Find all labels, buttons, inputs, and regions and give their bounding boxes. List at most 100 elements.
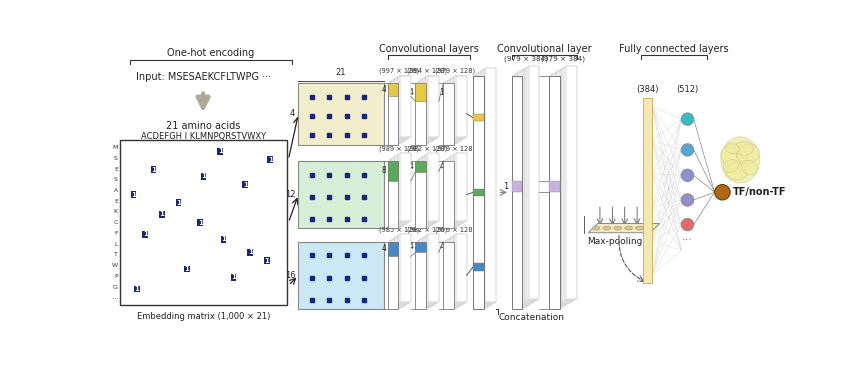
Text: 1: 1 bbox=[201, 173, 206, 179]
Bar bbox=[551, 75, 561, 308]
Bar bbox=[451, 237, 462, 305]
Bar bbox=[427, 235, 437, 303]
Bar bbox=[445, 160, 456, 228]
Bar bbox=[400, 75, 411, 137]
Bar bbox=[388, 83, 399, 144]
Bar bbox=[388, 161, 399, 228]
Text: 1: 1 bbox=[221, 236, 226, 242]
Bar bbox=[444, 161, 454, 228]
Text: (979 × 128): (979 × 128) bbox=[435, 67, 475, 74]
Text: 1: 1 bbox=[218, 149, 223, 154]
Bar bbox=[399, 235, 409, 303]
Bar bbox=[120, 140, 286, 306]
Text: Fully connected layers: Fully connected layers bbox=[619, 44, 728, 54]
Bar bbox=[446, 159, 457, 227]
Bar bbox=[525, 67, 536, 301]
Bar bbox=[423, 78, 434, 140]
Bar bbox=[428, 234, 439, 302]
Text: 4: 4 bbox=[409, 242, 414, 252]
Bar bbox=[422, 238, 433, 306]
Bar bbox=[394, 238, 405, 306]
Bar bbox=[559, 70, 570, 303]
Ellipse shape bbox=[734, 141, 754, 155]
Bar bbox=[394, 157, 405, 225]
Ellipse shape bbox=[721, 137, 760, 183]
Text: 4: 4 bbox=[439, 242, 445, 252]
Bar bbox=[456, 234, 467, 302]
Text: Convolutional layers: Convolutional layers bbox=[379, 44, 479, 54]
Text: Input: MSESAEKCFLTWPG ···: Input: MSESAEKCFLTWPG ··· bbox=[135, 72, 270, 82]
Bar bbox=[448, 158, 459, 226]
Bar bbox=[448, 80, 459, 142]
Text: A: A bbox=[114, 188, 118, 193]
Bar bbox=[445, 241, 456, 308]
Bar bbox=[512, 181, 523, 192]
Bar bbox=[478, 73, 488, 306]
Bar bbox=[556, 72, 566, 305]
Bar bbox=[428, 153, 439, 221]
Text: (982 × 128): (982 × 128) bbox=[407, 226, 447, 232]
Text: Max-pooling: Max-pooling bbox=[586, 237, 642, 246]
Text: One-hot encoding: One-hot encoding bbox=[167, 47, 254, 57]
Text: Convolutional layer: Convolutional layer bbox=[496, 44, 592, 54]
Bar bbox=[391, 81, 401, 143]
Text: 1: 1 bbox=[264, 258, 269, 264]
Text: (384): (384) bbox=[636, 85, 659, 95]
Bar bbox=[453, 155, 463, 223]
Bar bbox=[395, 237, 406, 305]
Bar bbox=[473, 264, 484, 271]
Bar bbox=[558, 70, 568, 304]
Text: 8: 8 bbox=[382, 166, 386, 175]
Text: 1: 1 bbox=[503, 182, 508, 191]
Bar bbox=[417, 241, 428, 308]
Text: E: E bbox=[114, 167, 118, 172]
Circle shape bbox=[682, 194, 694, 206]
Bar bbox=[446, 240, 457, 308]
Text: 4: 4 bbox=[409, 162, 414, 170]
Text: M: M bbox=[112, 145, 118, 150]
Bar bbox=[416, 161, 427, 172]
Text: C: C bbox=[114, 220, 118, 225]
Text: S: S bbox=[114, 177, 118, 182]
Text: S: S bbox=[114, 156, 118, 161]
Bar bbox=[418, 159, 429, 227]
Bar bbox=[423, 237, 434, 305]
Bar bbox=[450, 238, 461, 306]
Bar bbox=[420, 80, 431, 142]
Text: 1: 1 bbox=[176, 200, 181, 206]
Bar bbox=[391, 159, 401, 227]
Bar bbox=[418, 240, 429, 308]
Bar bbox=[513, 75, 524, 308]
Text: F: F bbox=[114, 231, 118, 236]
Text: (985 × 128): (985 × 128) bbox=[379, 226, 419, 232]
Bar bbox=[473, 75, 484, 309]
Text: K: K bbox=[114, 210, 118, 214]
Text: (994 × 128): (994 × 128) bbox=[407, 67, 447, 74]
Text: 1: 1 bbox=[143, 231, 148, 237]
Ellipse shape bbox=[625, 226, 632, 230]
Text: 1: 1 bbox=[247, 249, 252, 255]
Circle shape bbox=[682, 113, 694, 125]
Bar bbox=[517, 72, 528, 306]
Text: 1: 1 bbox=[131, 192, 136, 198]
Text: (979 × 128): (979 × 128) bbox=[435, 226, 475, 232]
Bar bbox=[456, 153, 467, 221]
Bar bbox=[392, 158, 403, 226]
Text: 4: 4 bbox=[381, 85, 386, 94]
Bar bbox=[395, 78, 406, 140]
Text: 1: 1 bbox=[243, 182, 247, 188]
Text: 21 amino acids: 21 amino acids bbox=[166, 121, 241, 131]
Bar bbox=[643, 98, 652, 283]
Text: 1: 1 bbox=[198, 220, 202, 226]
Ellipse shape bbox=[614, 226, 621, 230]
Bar bbox=[454, 235, 465, 303]
Bar bbox=[512, 75, 523, 309]
Text: L: L bbox=[115, 242, 118, 247]
Bar bbox=[564, 67, 575, 300]
Bar bbox=[482, 70, 493, 304]
Bar bbox=[394, 79, 405, 141]
Bar bbox=[388, 161, 399, 181]
Text: W: W bbox=[111, 263, 118, 268]
Bar bbox=[527, 67, 538, 300]
Text: 4: 4 bbox=[409, 88, 414, 97]
